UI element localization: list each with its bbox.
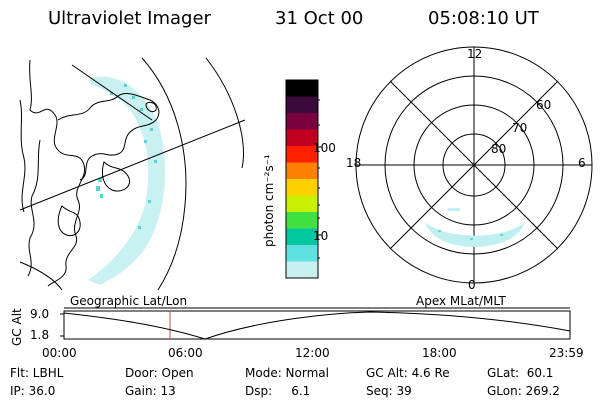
instrument-title: Ultraviolet Imager bbox=[48, 8, 211, 29]
colorbar-segment bbox=[286, 129, 318, 147]
orbit-plot bbox=[60, 307, 571, 340]
info-gc-alt: GC Alt: 4.6 Re bbox=[366, 366, 450, 380]
uv-emission-band bbox=[88, 76, 166, 286]
coastlines bbox=[19, 59, 160, 287]
colorbar-segment bbox=[286, 212, 318, 229]
uv-emission-bright bbox=[96, 84, 157, 229]
geo-grid bbox=[19, 57, 246, 291]
orbit-y-tick-1-8: 1.8 bbox=[30, 328, 50, 342]
geographic-image-panel bbox=[19, 57, 246, 291]
colorbar-segment bbox=[286, 245, 318, 262]
time-label: 05:08:10 UT bbox=[428, 8, 539, 29]
colorbar bbox=[285, 79, 319, 279]
orbit-x-tick-1800: 18:00 bbox=[422, 346, 457, 360]
colorbar-segment bbox=[286, 162, 318, 180]
polar-plot bbox=[355, 46, 593, 284]
orbit-x-tick-0000: 00:00 bbox=[42, 346, 77, 360]
info-dsp: Dsp: 6.1 bbox=[245, 384, 311, 398]
info-mode: Mode: Normal bbox=[245, 366, 329, 380]
info-seq: Seq: 39 bbox=[366, 384, 412, 398]
date-label: 31 Oct 00 bbox=[275, 8, 364, 29]
colorbar-segment bbox=[286, 228, 318, 246]
orbit-right-title: Apex MLat/MLT bbox=[416, 294, 506, 308]
lat-label-80: 80 bbox=[491, 142, 507, 156]
mlt-label-12: 12 bbox=[467, 47, 483, 61]
orbit-x-tick-2359: 23:59 bbox=[549, 346, 584, 360]
colorbar-tick-10: 10 bbox=[313, 229, 329, 243]
orbit-y-axis-label: GC Alt bbox=[10, 308, 24, 346]
orbit-y-tick-9: 9.0 bbox=[30, 307, 50, 321]
colorbar-ticks bbox=[318, 99, 322, 259]
colorbar-unit-label: photon cm⁻²s⁻¹ bbox=[262, 154, 276, 247]
colorbar-tick-100: 100 bbox=[313, 141, 336, 155]
mlt-label-6: 6 bbox=[578, 156, 586, 170]
orbit-x-tick-1200: 12:00 bbox=[295, 346, 330, 360]
orbit-left-title: Geographic Lat/Lon bbox=[70, 294, 188, 308]
info-door: Door: Open bbox=[125, 366, 194, 380]
colorbar-segment bbox=[286, 179, 318, 196]
polar-emission bbox=[425, 208, 525, 247]
colorbar-segment bbox=[286, 96, 318, 114]
lat-label-60: 60 bbox=[536, 98, 552, 112]
orbit-x-tick-0600: 06:00 bbox=[168, 346, 203, 360]
mlt-label-18: 18 bbox=[346, 156, 362, 170]
info-ip: IP: 36.0 bbox=[10, 384, 56, 398]
colorbar-frame bbox=[285, 79, 319, 279]
colorbar-segment bbox=[286, 195, 318, 213]
polar-emission-bright bbox=[438, 230, 503, 240]
lat-label-70: 70 bbox=[512, 121, 528, 135]
info-glat: GLat: 60.1 bbox=[487, 366, 554, 380]
colorbar-segment bbox=[286, 113, 318, 130]
info-glon: GLon: 269.2 bbox=[487, 384, 560, 398]
colorbar-segment bbox=[286, 146, 318, 163]
info-gain: Gain: 13 bbox=[125, 384, 176, 398]
info-filter: Flt: LBHL bbox=[10, 366, 64, 380]
mlt-label-0: 0 bbox=[468, 278, 476, 292]
colorbar-segment bbox=[286, 261, 318, 279]
colorbar-segment bbox=[286, 80, 318, 97]
